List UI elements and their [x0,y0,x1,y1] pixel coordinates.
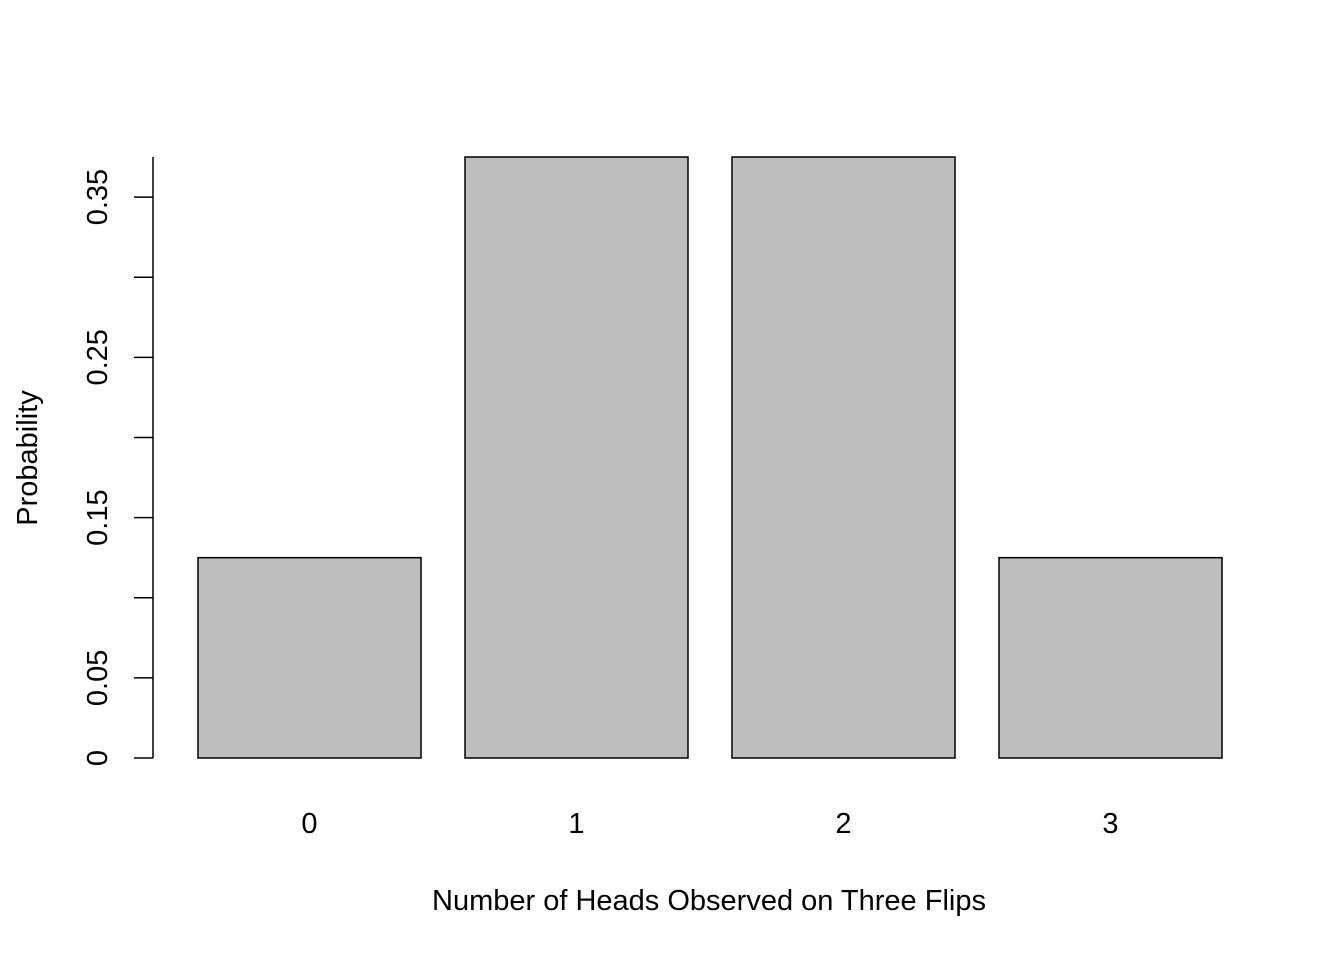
y-axis: 0 0.05 0.15 0.25 0.35 [82,157,154,766]
y-tick-label: 0.35 [82,169,114,225]
x-tick-label-2: 2 [835,808,851,840]
x-category-labels: 0 1 2 3 [301,808,1118,840]
bar-1 [464,156,689,759]
x-tick-label-3: 3 [1102,808,1118,840]
y-tick-label: 0 [82,750,114,766]
x-axis-title: Number of Heads Observed on Three Flips [432,885,986,917]
bar-3 [998,556,1223,759]
y-tick-label: 0.25 [82,329,114,385]
x-tick-label-0: 0 [301,808,317,840]
bars-group [197,156,1223,759]
bar-2 [731,156,956,759]
bar-0 [197,556,422,759]
x-tick-label-1: 1 [568,808,584,840]
y-axis-title: Probability [12,390,44,526]
y-tick-label: 0.15 [82,489,114,545]
y-tick-label: 0.05 [82,650,114,706]
